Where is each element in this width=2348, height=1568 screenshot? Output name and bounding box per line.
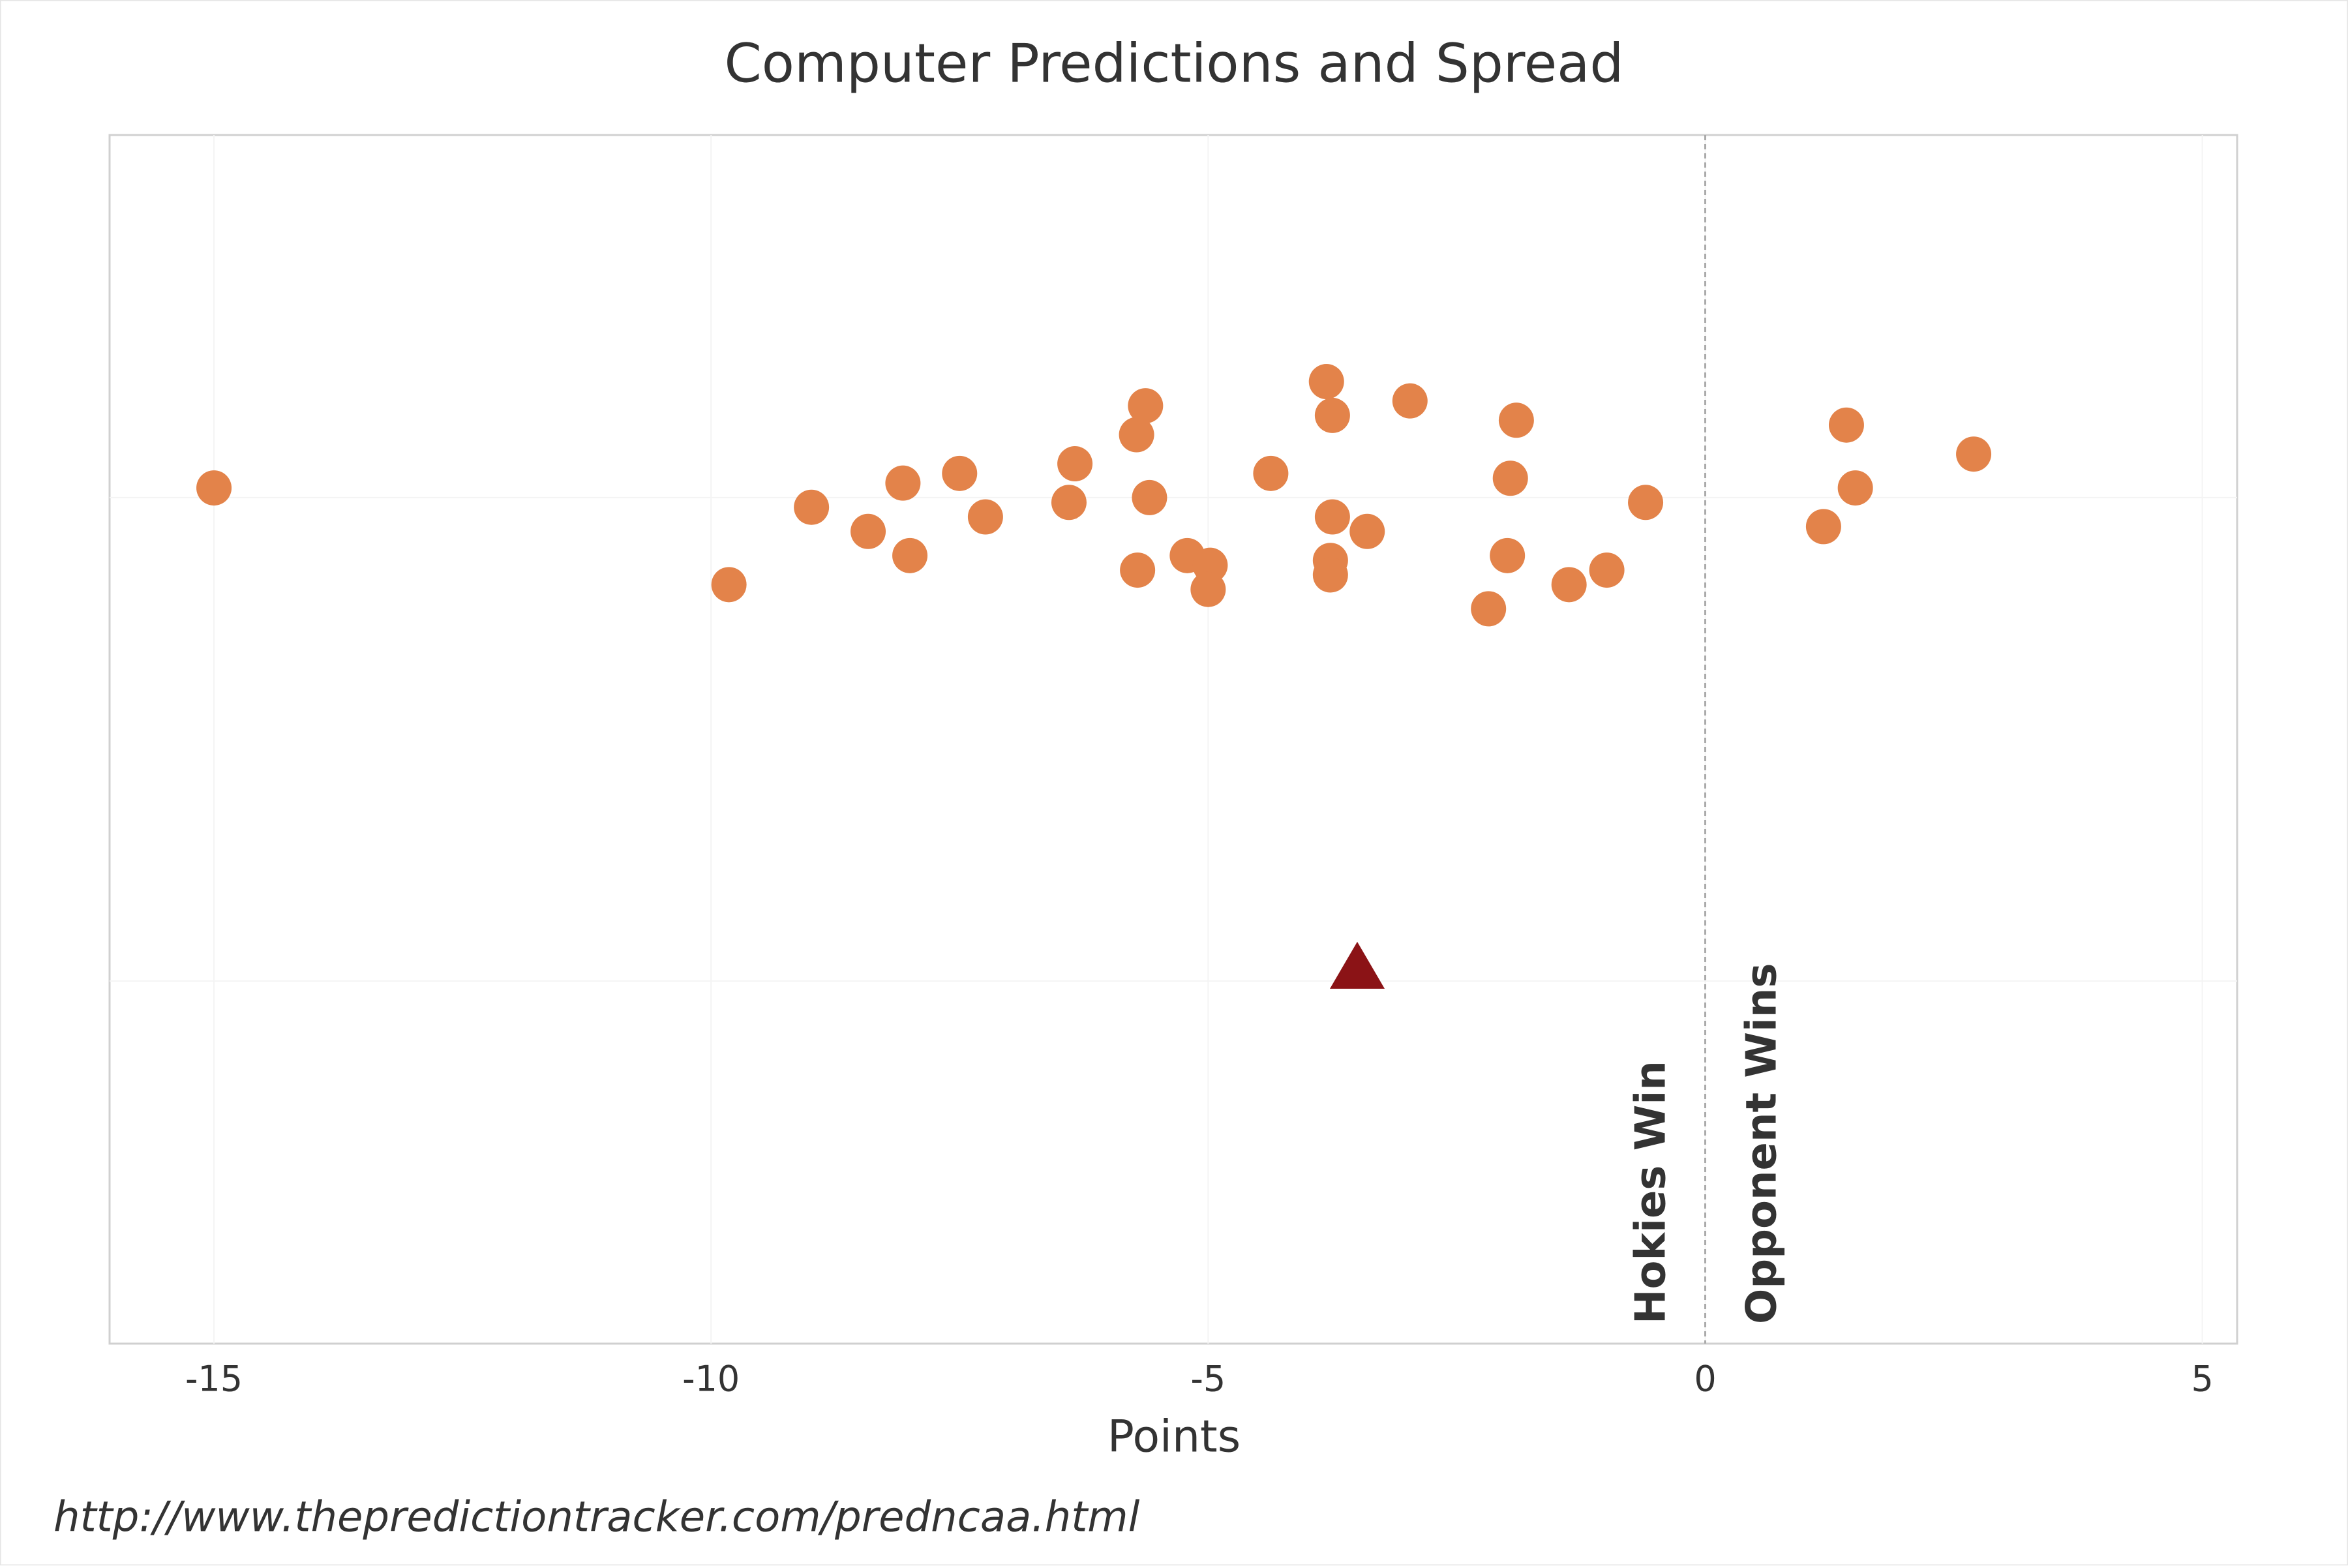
- prediction-point: [1051, 485, 1087, 520]
- prediction-point: [1828, 407, 1864, 443]
- x-tick-label: 5: [2191, 1359, 2213, 1400]
- prediction-point: [1120, 552, 1156, 588]
- prediction-point: [967, 499, 1003, 535]
- prediction-point: [1308, 364, 1344, 400]
- prediction-point: [1551, 567, 1587, 603]
- prediction-point: [1349, 513, 1385, 549]
- prediction-point: [1119, 417, 1154, 453]
- prediction-point: [1314, 397, 1350, 433]
- prediction-point: [196, 470, 232, 506]
- annotation: Opponent Wins: [1738, 963, 1786, 1324]
- source-link: http://www.thepredictiontracker.com/pred…: [53, 1494, 1140, 1542]
- prediction-point: [1628, 485, 1664, 520]
- prediction-point: [1190, 571, 1226, 607]
- prediction-point: [1956, 436, 1992, 472]
- prediction-point: [1492, 460, 1528, 496]
- prediction-point: [1314, 499, 1350, 535]
- prediction-point: [850, 513, 886, 549]
- prediction-point: [794, 489, 830, 525]
- x-tick-label: -5: [1190, 1359, 1226, 1400]
- prediction-point: [942, 455, 978, 491]
- x-axis-label: Points: [1107, 1411, 1241, 1463]
- spread-marker: [1329, 941, 1385, 989]
- prediction-point: [711, 567, 747, 603]
- plot-area: [108, 134, 2238, 1345]
- prediction-point: [1392, 383, 1428, 419]
- annotation: Hokies Win: [1627, 1061, 1676, 1324]
- prediction-point: [1490, 537, 1526, 573]
- x-tick-label: 0: [1694, 1359, 1716, 1400]
- prediction-point: [1589, 552, 1625, 588]
- prediction-point: [885, 465, 921, 501]
- prediction-point: [1253, 455, 1289, 491]
- chart-title: Computer Predictions and Spread: [725, 33, 1624, 95]
- x-tick-label: -15: [185, 1359, 243, 1400]
- x-tick-label: -10: [682, 1359, 740, 1400]
- prediction-point: [1128, 388, 1164, 424]
- prediction-point: [892, 537, 928, 573]
- prediction-point: [1132, 479, 1167, 515]
- prediction-point: [1471, 591, 1507, 627]
- prediction-point: [1498, 402, 1534, 438]
- prediction-point: [1805, 509, 1841, 545]
- prediction-point: [1057, 446, 1093, 482]
- prediction-point: [1312, 557, 1348, 593]
- prediction-point: [1837, 470, 1873, 506]
